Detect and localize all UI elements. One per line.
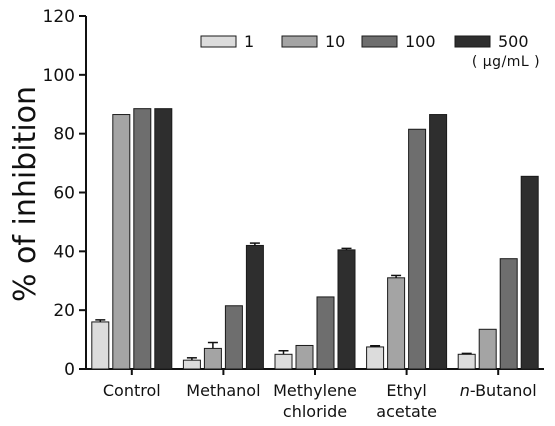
- y-tick-label: 40: [53, 242, 75, 262]
- legend-swatch: [281, 35, 318, 48]
- legend-unit-label: ( µg/mL ): [472, 54, 540, 70]
- bars: [91, 108, 539, 370]
- y-tick-label: 120: [43, 7, 75, 27]
- bar: [274, 353, 293, 370]
- legend-swatch: [454, 35, 491, 48]
- x-tick-label: Methylene: [273, 381, 357, 400]
- bar: [182, 359, 201, 370]
- bar: [224, 305, 243, 370]
- y-tick-label: 0: [64, 360, 75, 380]
- legend-swatch: [200, 35, 237, 48]
- x-tick-label: Methanol: [186, 381, 260, 400]
- y-tick-label: 100: [43, 66, 75, 86]
- bar: [520, 175, 539, 370]
- x-tick-label: Ethyl: [386, 381, 426, 400]
- x-tick-label: chloride: [283, 402, 347, 421]
- bar: [91, 321, 110, 370]
- y-tick-label: 80: [53, 125, 75, 145]
- bar: [478, 328, 497, 370]
- legend-swatch: [361, 35, 398, 48]
- bar: [133, 108, 152, 370]
- y-axis-label: % of inhibition: [8, 86, 43, 302]
- legend-label: 1: [244, 32, 254, 51]
- x-tick-label: Control: [103, 381, 161, 400]
- bar: [408, 128, 427, 370]
- bar: [337, 249, 356, 370]
- bar: [366, 346, 385, 370]
- x-tick-label: acetate: [376, 402, 437, 421]
- y-tick-label: 60: [53, 184, 75, 204]
- bar: [245, 244, 264, 370]
- legend-label: 500: [498, 32, 529, 51]
- bar: [387, 277, 406, 370]
- legend-label: 100: [405, 32, 436, 51]
- x-tick-label-text: -Butanol: [470, 381, 537, 400]
- bar: [203, 347, 222, 370]
- bar: [429, 114, 448, 370]
- legend-label: 10: [325, 32, 345, 51]
- bar: [499, 258, 518, 370]
- bar: [457, 353, 476, 370]
- bar: [154, 108, 173, 370]
- bar: [316, 296, 335, 370]
- bar: [112, 114, 131, 370]
- x-tick-label-italic-part: n: [460, 381, 470, 400]
- axes: 0 20 40 60 80 100 120 Control Methanol Methylene c…: [43, 7, 544, 421]
- y-tick-label: 20: [53, 301, 75, 321]
- x-tick-label: n-Butanol: [460, 381, 537, 400]
- bar: [295, 344, 314, 370]
- legend: 1 10 100 500 ( µg/mL ): [200, 32, 540, 70]
